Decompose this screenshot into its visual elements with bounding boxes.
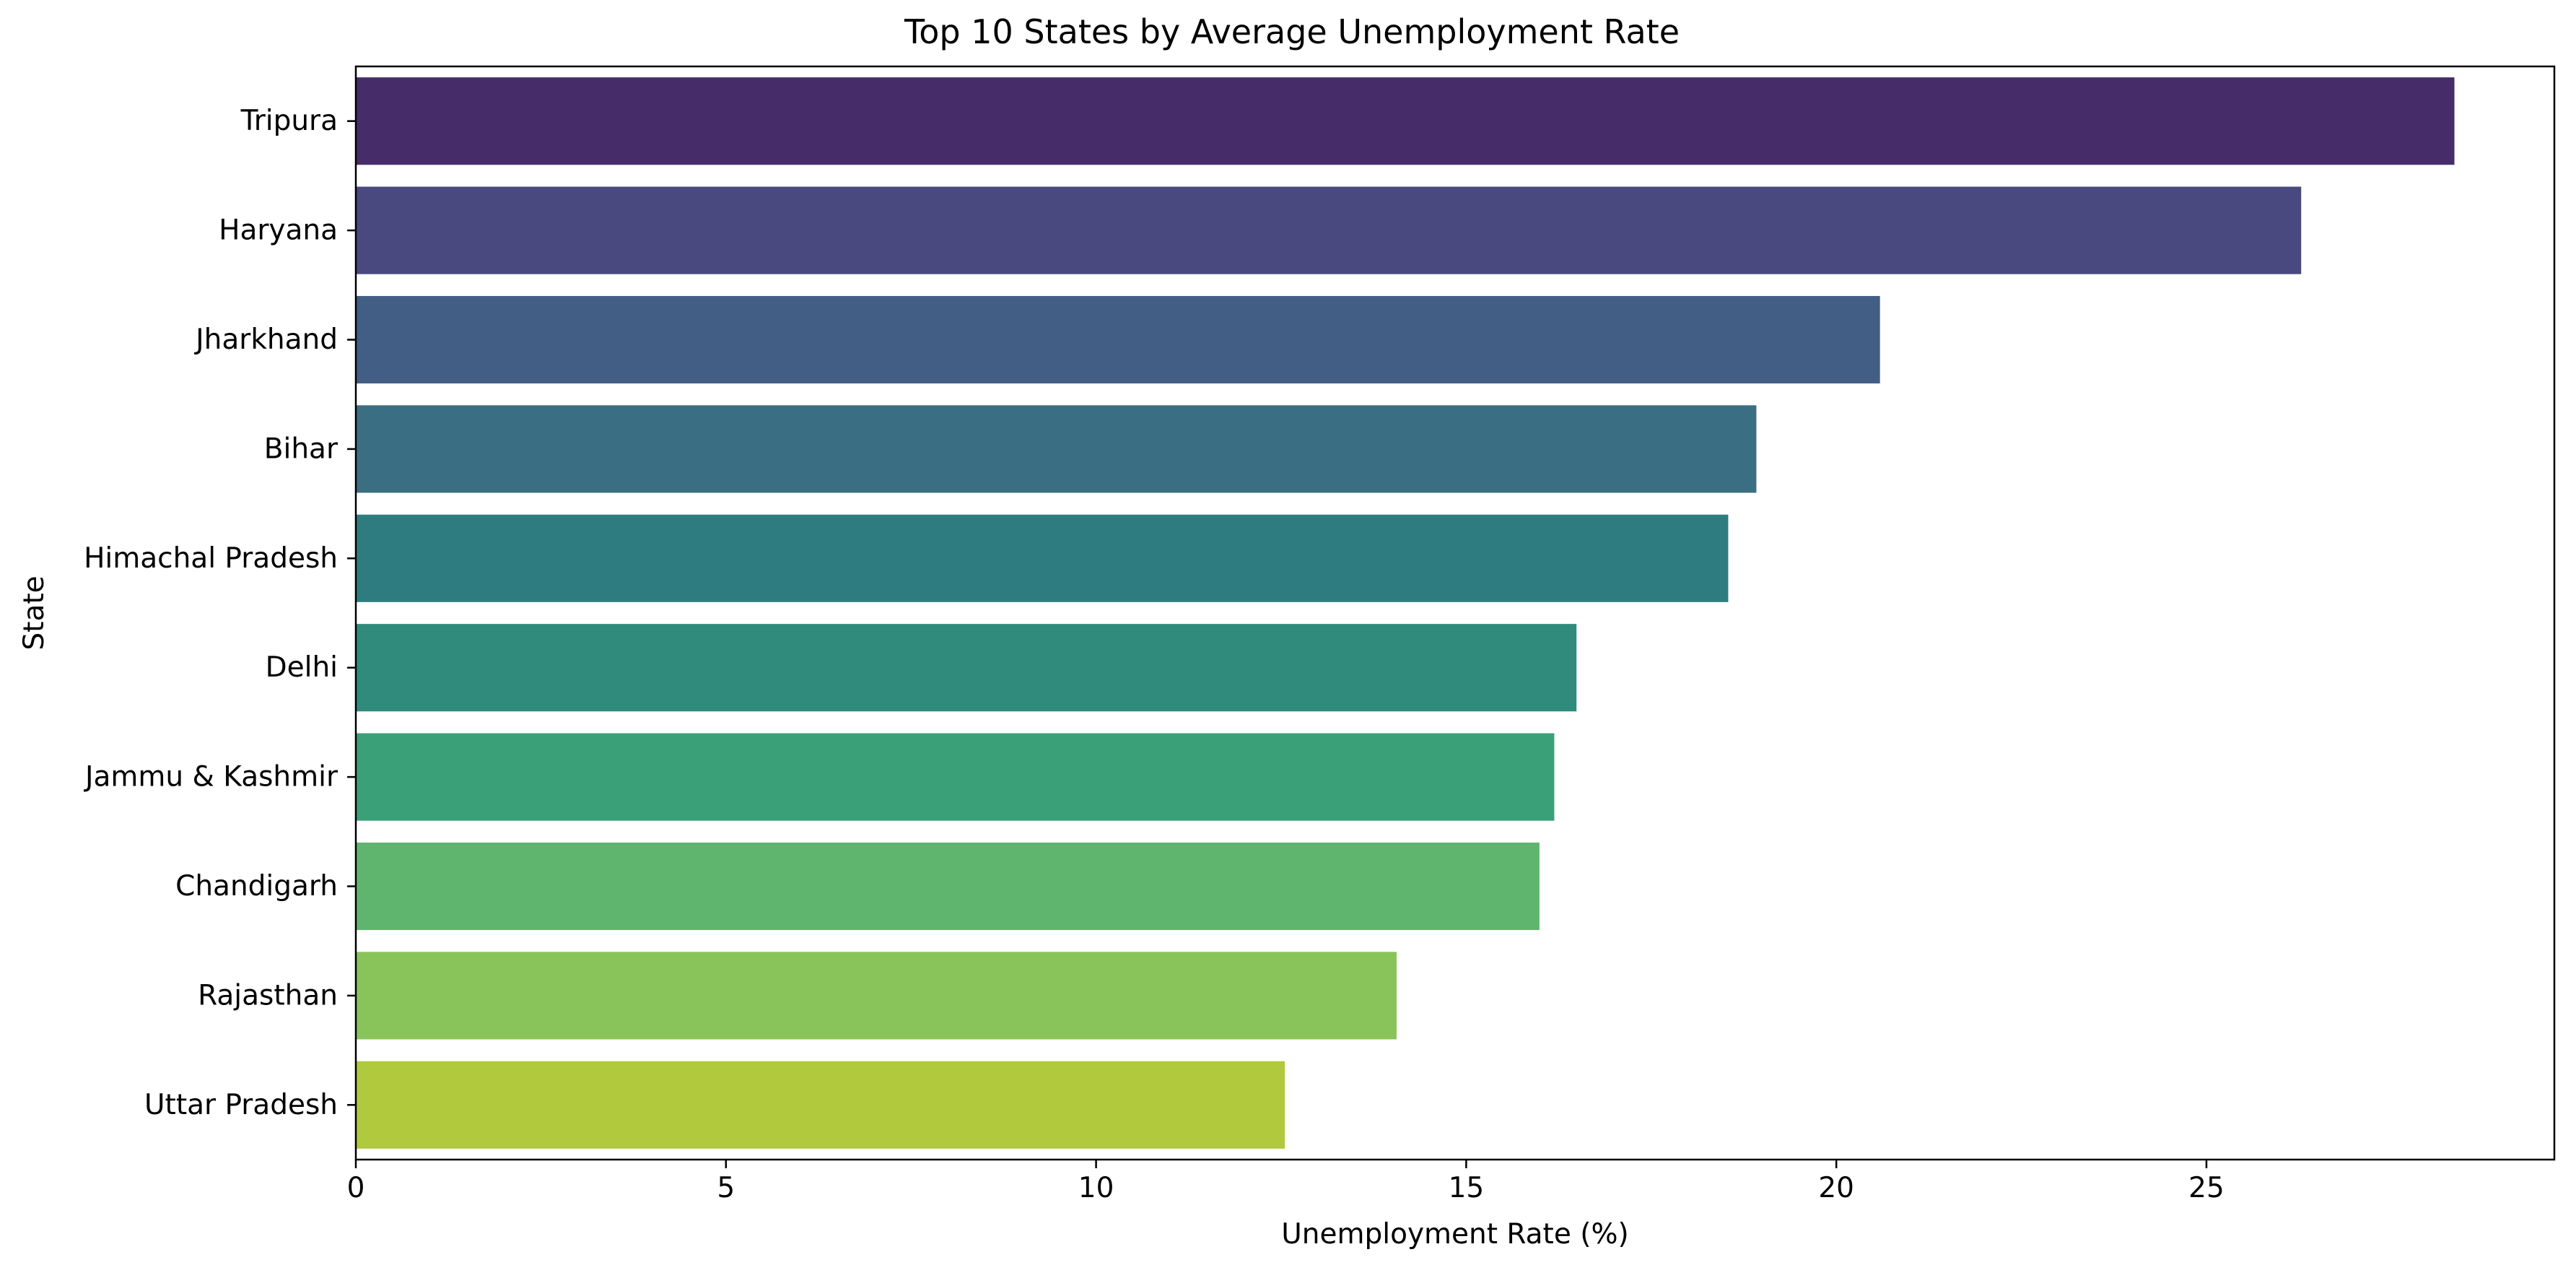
y-tick-label: Jammu & Kashmir bbox=[83, 761, 339, 794]
x-axis-label: Unemployment Rate (%) bbox=[1281, 1218, 1628, 1251]
bar bbox=[356, 186, 2302, 274]
x-tick-label: 10 bbox=[1078, 1172, 1114, 1204]
y-tick-label: Uttar Pradesh bbox=[144, 1089, 338, 1121]
bar bbox=[356, 1061, 1285, 1149]
bar bbox=[356, 733, 1555, 821]
x-tick-label: 15 bbox=[1449, 1172, 1485, 1204]
y-axis-label: State bbox=[18, 575, 51, 650]
bar bbox=[356, 514, 1729, 602]
y-tick-label: Rajasthan bbox=[198, 979, 338, 1012]
plot-frame bbox=[354, 65, 2556, 1161]
x-tick-label: 0 bbox=[347, 1172, 365, 1204]
bar bbox=[356, 624, 1577, 712]
bar bbox=[356, 295, 1880, 384]
bars-layer bbox=[356, 77, 2455, 1149]
y-tick-label: Delhi bbox=[266, 651, 338, 684]
y-tick-label: Bihar bbox=[264, 432, 339, 465]
x-tick-label: 5 bbox=[717, 1172, 735, 1204]
y-tick-label: Haryana bbox=[219, 214, 338, 247]
chart-title: Top 10 States by Average Unemployment Ra… bbox=[904, 12, 1680, 51]
bar bbox=[356, 405, 1757, 493]
bar bbox=[356, 842, 1540, 931]
x-tick-label: 25 bbox=[2188, 1172, 2224, 1204]
y-tick-label: Chandigarh bbox=[175, 870, 338, 903]
bar bbox=[356, 952, 1397, 1040]
x-tick-label: 20 bbox=[1818, 1172, 1854, 1204]
y-tick-label: Himachal Pradesh bbox=[84, 542, 338, 575]
x-axis: 0 5 10 15 20 25 bbox=[347, 1160, 2224, 1204]
y-axis: Tripura Haryana Jharkhand Bihar Himachal Pra… bbox=[83, 105, 356, 1121]
y-tick-label: Jharkhand bbox=[193, 323, 338, 356]
bar bbox=[356, 77, 2455, 165]
y-tick-label: Tripura bbox=[240, 105, 338, 137]
